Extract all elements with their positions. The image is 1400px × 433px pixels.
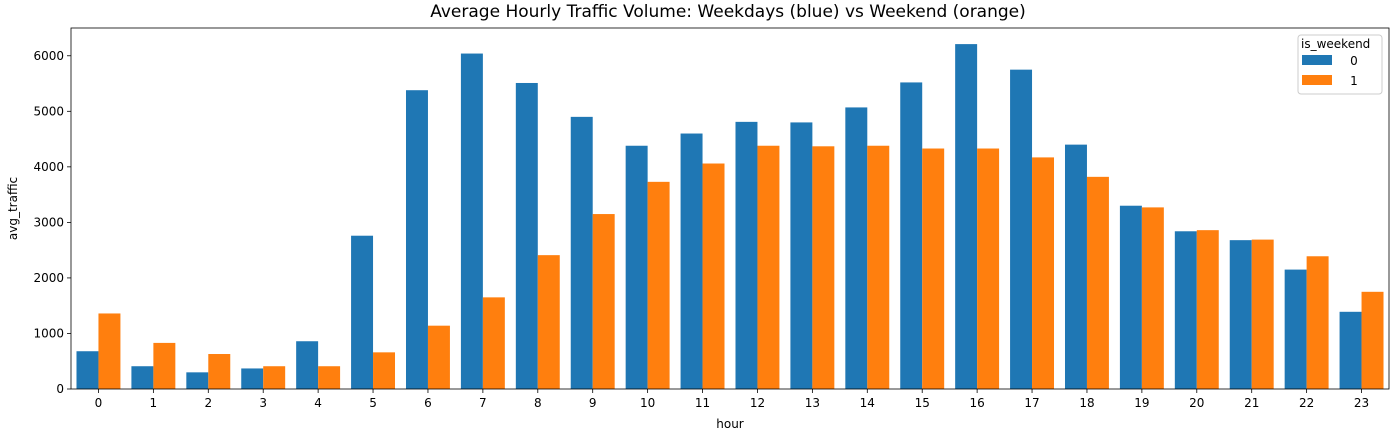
bar-weekday-hour-14 [845, 107, 868, 390]
bar-weekday-hour-2 [186, 372, 209, 389]
y-tick-label: 1000 [33, 326, 64, 340]
bar-weekend-hour-21 [1251, 239, 1274, 389]
bar-weekend-hour-11 [702, 163, 725, 389]
bar-weekday-hour-12 [735, 121, 758, 390]
x-tick-label: 17 [1024, 396, 1039, 410]
bar-weekend-hour-15 [922, 148, 945, 389]
bar-weekend-hour-13 [812, 146, 835, 389]
bar-weekend-hour-0 [98, 313, 121, 389]
bar-weekday-hour-18 [1064, 144, 1087, 389]
x-tick-label: 10 [640, 396, 655, 410]
y-tick-label: 6000 [33, 49, 64, 63]
bar-weekday-hour-15 [900, 82, 923, 390]
legend-title: is_weekend [1301, 37, 1370, 51]
bar-weekend-hour-18 [1086, 176, 1109, 389]
x-tick-label: 18 [1079, 396, 1094, 410]
bar-weekend-hour-9 [592, 214, 615, 389]
bar-weekend-hour-19 [1141, 207, 1164, 389]
x-tick-label: 16 [969, 396, 984, 410]
bar-weekday-hour-19 [1119, 205, 1142, 389]
bar-weekend-hour-3 [263, 366, 286, 389]
bar-weekday-hour-11 [680, 133, 703, 389]
bar-weekday-hour-23 [1339, 311, 1362, 389]
legend: is_weekend 0 1 [1297, 34, 1383, 95]
x-axis: 0 1 2 3 4 5 6 7 8 9 10 11 12 13 14 15 16 17 18 19 20 21 22 23 [95, 389, 1369, 410]
y-tick-label: 2000 [33, 271, 64, 285]
legend-label-0: 0 [1350, 54, 1358, 68]
bar-weekend-hour-22 [1306, 256, 1329, 389]
legend-swatch-1 [1302, 75, 1332, 85]
bars-group [76, 44, 1384, 390]
y-axis: 0 1000 2000 3000 4000 5000 6000 [33, 49, 71, 396]
bar-weekend-hour-6 [427, 325, 450, 389]
bar-weekday-hour-6 [405, 90, 428, 390]
bar-weekday-hour-17 [1010, 69, 1033, 390]
bar-weekday-hour-13 [790, 122, 813, 390]
x-tick-label: 3 [259, 396, 267, 410]
bar-weekend-hour-8 [537, 255, 560, 389]
x-tick-label: 23 [1354, 396, 1369, 410]
x-tick-label: 8 [534, 396, 542, 410]
bar-weekday-hour-4 [296, 341, 319, 389]
x-tick-label: 21 [1244, 396, 1259, 410]
y-tick-label: 3000 [33, 215, 64, 229]
x-tick-label: 5 [369, 396, 377, 410]
chart-title: Average Hourly Traffic Volume: Weekdays … [430, 2, 1026, 22]
x-tick-label: 22 [1299, 396, 1314, 410]
legend-swatch-0 [1302, 55, 1332, 65]
bar-weekend-hour-10 [647, 181, 670, 389]
bar-weekday-hour-8 [515, 82, 538, 389]
bar-weekday-hour-0 [76, 351, 99, 389]
bar-weekday-hour-3 [241, 368, 264, 389]
bar-weekday-hour-9 [570, 116, 593, 389]
bar-weekday-hour-5 [351, 235, 374, 389]
y-tick-label: 0 [56, 382, 64, 396]
x-tick-label: 6 [424, 396, 432, 410]
bar-weekday-hour-10 [625, 145, 648, 389]
x-tick-label: 15 [915, 396, 930, 410]
bar-weekday-hour-22 [1284, 269, 1307, 389]
x-tick-label: 1 [150, 396, 158, 410]
x-tick-label: 0 [95, 396, 103, 410]
x-tick-label: 2 [204, 396, 212, 410]
y-tick-label: 5000 [33, 104, 64, 118]
bar-weekend-hour-1 [153, 342, 176, 389]
legend-label-1: 1 [1350, 74, 1358, 88]
x-tick-label: 4 [314, 396, 322, 410]
x-tick-label: 9 [589, 396, 597, 410]
bar-weekend-hour-4 [318, 366, 341, 389]
x-tick-label: 12 [750, 396, 765, 410]
x-tick-label: 11 [695, 396, 710, 410]
x-tick-label: 20 [1189, 396, 1204, 410]
bar-weekend-hour-7 [482, 297, 505, 389]
y-tick-label: 4000 [33, 160, 64, 174]
bar-weekend-hour-17 [1032, 157, 1055, 389]
x-tick-label: 7 [479, 396, 487, 410]
bar-weekday-hour-7 [460, 53, 483, 389]
y-axis-label: avg_traffic [6, 177, 20, 240]
bar-weekend-hour-16 [977, 148, 1000, 389]
bar-weekday-hour-21 [1229, 240, 1252, 389]
bar-weekend-hour-5 [373, 352, 396, 389]
x-tick-label: 19 [1134, 396, 1149, 410]
bar-weekday-hour-20 [1174, 231, 1197, 389]
x-tick-label: 13 [805, 396, 820, 410]
bar-weekend-hour-14 [867, 145, 890, 389]
x-axis-label: hour [716, 417, 744, 431]
plot-frame [70, 27, 1390, 390]
bar-weekend-hour-2 [208, 354, 231, 389]
bar-weekday-hour-16 [955, 44, 978, 390]
bar-weekend-hour-12 [757, 145, 780, 389]
bar-weekday-hour-1 [131, 366, 154, 389]
bar-weekend-hour-23 [1361, 291, 1384, 389]
x-tick-label: 14 [860, 396, 875, 410]
bar-weekend-hour-20 [1196, 230, 1219, 389]
